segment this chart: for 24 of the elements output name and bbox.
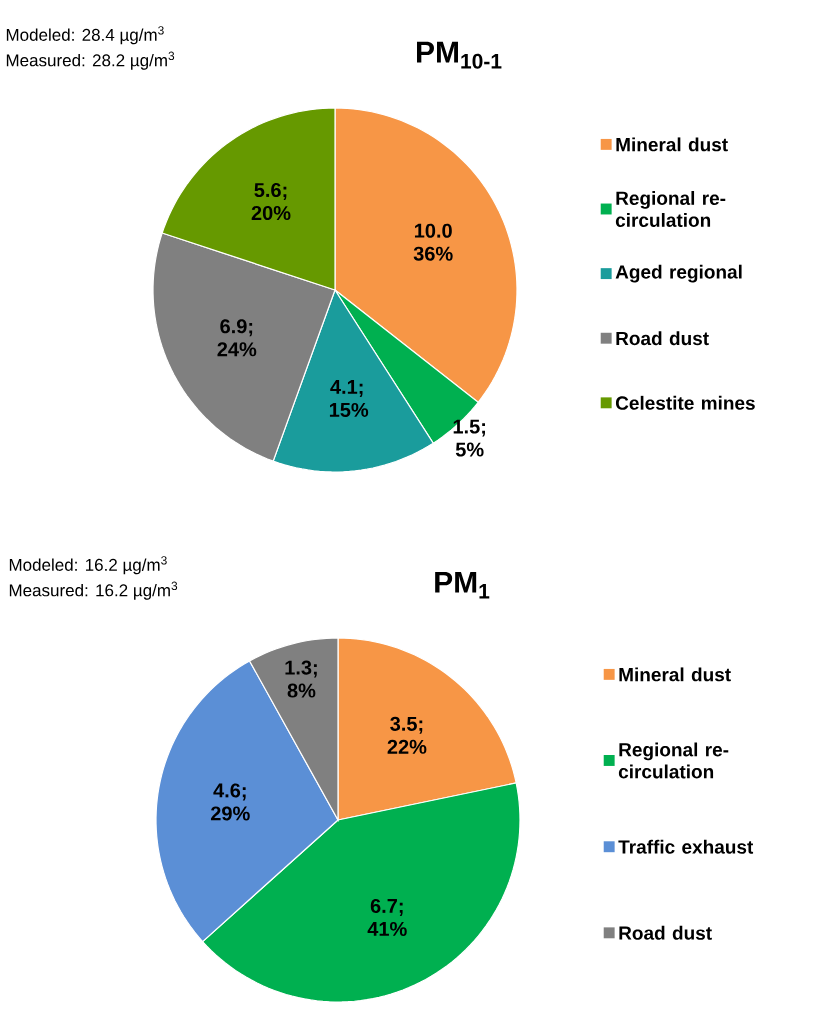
text: Modeled: 28.4 µg/m$^{3}$ (6, 26, 164, 45)
data-label: 1.5; 5% (453, 419, 485, 457)
legend-label: Aged regional (615, 264, 742, 283)
legend-label: Celestite mines (615, 395, 755, 410)
data-label: 6.7; 41% (367, 898, 407, 936)
legend-label: Mineral dust (619, 667, 731, 682)
chart-title: PM$_{1}$ (435, 571, 490, 599)
data-label: 6.9; 24% (217, 319, 257, 357)
text: Measured: 28.2 µg/m$^{3}$ (6, 51, 175, 70)
legend-label: Traffic exhaust (618, 839, 754, 854)
data-label: 10.0 36% (413, 223, 453, 261)
legend-label: Road dust (619, 925, 712, 940)
data-label: 4.1; 15% (329, 380, 369, 417)
legend-label: Regional re-circulation (615, 191, 726, 227)
legend-label: Mineral dust (616, 137, 728, 152)
text: Modeled: 16.2 µg/m$^{3}$ (9, 556, 167, 575)
data-label: 1.3; 8% (285, 660, 317, 698)
chart-title: PM$_{10-1}$ (417, 41, 502, 69)
text: Measured: 16.2 µg/m$^{3}$ (9, 581, 178, 600)
legend-label: Regional re-circulation (618, 742, 729, 779)
data-label: 5.6; 20% (251, 182, 291, 221)
legend-label: Road dust (616, 331, 709, 346)
data-label: 4.6; 29% (210, 783, 250, 821)
data-label: 3.5; 22% (387, 716, 427, 754)
